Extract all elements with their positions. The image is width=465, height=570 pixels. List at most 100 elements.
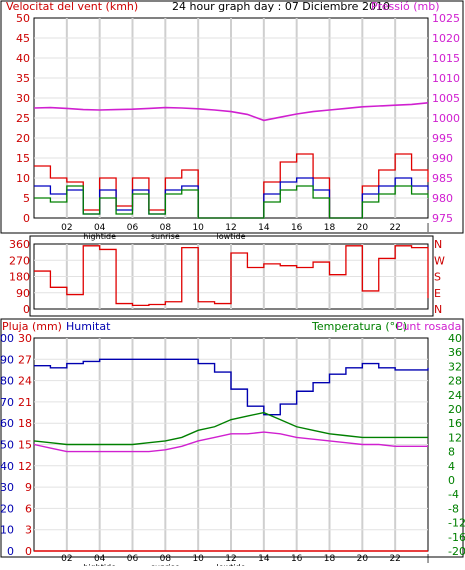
temperature-tick-label: -16 xyxy=(448,531,465,544)
hour-tick-label: 10 xyxy=(192,554,204,564)
temperature-series xyxy=(33,411,428,446)
compass-label: N xyxy=(434,238,442,251)
dir_wind-series xyxy=(34,185,429,219)
pressure-series xyxy=(33,102,429,122)
panel-3-frame xyxy=(0,318,464,558)
temperature-tick-label: 40 xyxy=(448,332,462,345)
tide-label: sunrise xyxy=(151,232,180,241)
rain-tick-label: 27 xyxy=(18,353,32,366)
hour-tick-label: 02 xyxy=(61,554,72,564)
humidity-tick-label: 100 xyxy=(0,332,14,345)
rain-tick-label: 21 xyxy=(18,396,32,409)
rain-tick-label: 30 xyxy=(18,332,32,345)
hour-tick-label: 14 xyxy=(258,554,270,564)
pressure-tick-label: 995 xyxy=(432,132,453,145)
humidity-tick-label: 30 xyxy=(0,481,14,494)
temperature-tick-label: 8 xyxy=(448,446,455,459)
compass-label: W xyxy=(434,254,445,267)
wind-tick-label: 35 xyxy=(16,72,30,85)
dewpoint-series xyxy=(33,431,428,453)
humidity-tick-label: 10 xyxy=(0,524,14,537)
pressure-tick-label: 985 xyxy=(432,172,453,185)
wind-tick-label: 0 xyxy=(23,212,30,225)
rain-tick-label: 3 xyxy=(25,524,32,537)
hour-tick-label: 10 xyxy=(192,223,204,233)
hour-tick-label: 16 xyxy=(291,223,303,233)
pressure-tick-label: 1015 xyxy=(432,52,460,65)
compass-label: S xyxy=(434,271,441,284)
dewpoint-axis-label: Punt rosada xyxy=(396,320,461,333)
temperature-tick-label: 20 xyxy=(448,403,462,416)
rain-tick-label: 24 xyxy=(18,375,32,388)
temperature-tick-label: 4 xyxy=(448,460,455,473)
wind-tick-label: 50 xyxy=(16,12,30,25)
wind-tick-label: 45 xyxy=(16,32,30,45)
humidity-tick-label: 90 xyxy=(0,353,14,366)
wind-tick-label: 5 xyxy=(23,192,30,205)
hour-tick-label: 06 xyxy=(127,223,139,233)
hour-tick-label: 06 xyxy=(127,554,139,564)
compass-label: E xyxy=(434,287,441,300)
temperature-tick-label: -12 xyxy=(448,517,465,530)
hour-tick-label: 04 xyxy=(94,554,106,564)
temperature-tick-label: -8 xyxy=(448,502,459,515)
hour-tick-label: 08 xyxy=(160,554,172,564)
hour-tick-label: 08 xyxy=(160,223,172,233)
wind-tick-label: 30 xyxy=(16,92,30,105)
hour-tick-label: 22 xyxy=(389,554,400,564)
humidity-tick-label: 60 xyxy=(0,417,14,430)
temperature-tick-label: 0 xyxy=(448,474,455,487)
hour-tick-label: 16 xyxy=(291,554,303,564)
hour-tick-label: 12 xyxy=(225,223,236,233)
temperature-tick-label: 28 xyxy=(448,375,462,388)
hour-tick-label: 20 xyxy=(357,554,369,564)
temperature-tick-label: 16 xyxy=(448,417,462,430)
temperature-tick-label: 36 xyxy=(448,346,462,359)
hour-tick-label: 14 xyxy=(258,223,270,233)
rain-axis-label: Pluja (mm) xyxy=(2,320,62,333)
hour-tick-label: 22 xyxy=(389,223,400,233)
direction-series xyxy=(34,245,429,307)
direction-tick-label: 270 xyxy=(9,254,30,267)
pressure-tick-label: 1005 xyxy=(432,92,460,105)
temperature-tick-label: 12 xyxy=(448,431,462,444)
compass-label: N xyxy=(434,303,442,316)
humidity-tick-label: 40 xyxy=(0,460,14,473)
direction-tick-label: 360 xyxy=(9,238,30,251)
humidity-tick-label: 20 xyxy=(0,502,14,515)
humidity-axis-label: Humitat xyxy=(66,320,111,333)
humidity-tick-label: 0 xyxy=(7,545,14,558)
pressure-tick-label: 990 xyxy=(432,152,453,165)
hour-tick-label: 04 xyxy=(94,223,106,233)
temperature-axis-label: Temperatura (°C) xyxy=(311,320,407,333)
wind-tick-label: 25 xyxy=(16,112,30,125)
rain-tick-label: 12 xyxy=(18,460,32,473)
hour-tick-label: 20 xyxy=(357,223,369,233)
humidity-tick-label: 80 xyxy=(0,375,14,388)
hour-tick-label: 02 xyxy=(61,223,72,233)
humidity-tick-label: 50 xyxy=(0,439,14,452)
rain-tick-label: 15 xyxy=(18,439,32,452)
humidity-tick-label: 70 xyxy=(0,396,14,409)
temperature-tick-label: 32 xyxy=(448,360,462,373)
rain-tick-label: 9 xyxy=(25,481,32,494)
rain-tick-label: 6 xyxy=(25,502,32,515)
pressure-tick-label: 980 xyxy=(432,192,453,205)
hour-tick-label: 12 xyxy=(225,554,236,564)
pressure-tick-label: 1020 xyxy=(432,32,460,45)
hour-tick-label: | xyxy=(426,554,429,564)
direction-tick-label: 90 xyxy=(16,287,30,300)
chart-title: 24 hour graph day : 07 Diciembre 2010 xyxy=(172,0,390,13)
wind-tick-label: 10 xyxy=(16,172,30,185)
pressure-tick-label: 1010 xyxy=(432,72,460,85)
direction-tick-label: 180 xyxy=(9,271,30,284)
direction-tick-label: 0 xyxy=(23,303,30,316)
tide-label: hightide xyxy=(83,232,116,241)
rain-tick-label: 18 xyxy=(18,417,32,430)
hour-tick-label: 18 xyxy=(324,223,336,233)
panel-1-frame xyxy=(0,0,464,234)
temperature-tick-label: -4 xyxy=(448,488,459,501)
wind-tick-label: 20 xyxy=(16,132,30,145)
